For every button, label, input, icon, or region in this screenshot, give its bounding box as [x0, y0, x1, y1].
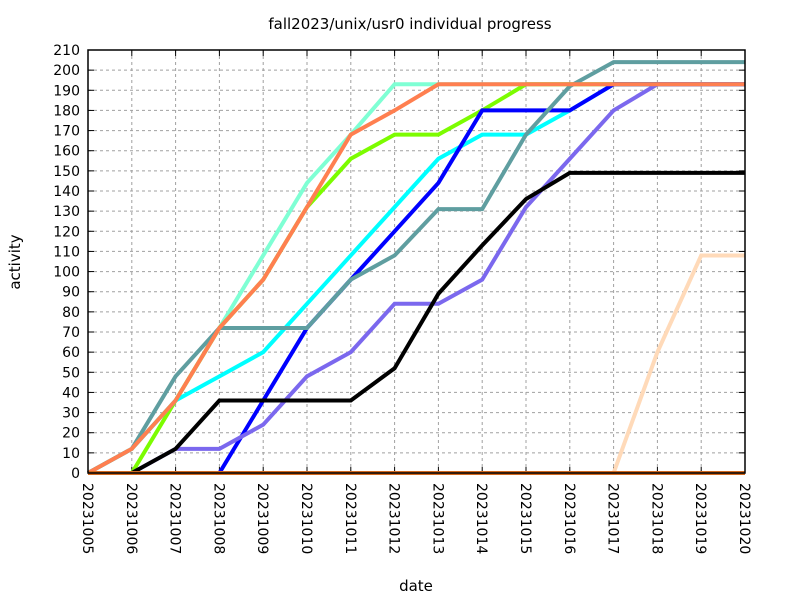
y-tick-label: 40 — [62, 385, 80, 401]
y-tick-label: 190 — [53, 83, 80, 99]
series-line-6 — [88, 170, 745, 475]
series-line-4 — [87, 60, 745, 475]
y-tick-label: 170 — [53, 124, 80, 140]
y-tick-label: 10 — [62, 446, 80, 462]
x-tick-label: 20231011 — [342, 483, 358, 554]
grid — [88, 50, 745, 473]
x-tick-label: 20231018 — [648, 483, 664, 554]
x-tick-label: 20231015 — [517, 483, 533, 554]
series-line-3 — [88, 82, 745, 475]
series-line-5 — [88, 82, 745, 475]
y-tick-label: 120 — [53, 224, 80, 240]
y-tick-label: 200 — [53, 63, 80, 79]
y-tick-label: 160 — [53, 144, 80, 160]
x-tick-label: 20231017 — [605, 483, 621, 554]
x-tick-label: 20231020 — [736, 483, 752, 554]
x-tick-label: 20231019 — [692, 483, 708, 554]
y-tick-label: 50 — [62, 365, 80, 381]
y-tick-label: 210 — [53, 43, 80, 59]
y-tick-label: 60 — [62, 345, 80, 361]
x-tick-label: 20231008 — [210, 483, 226, 554]
x-tick-label: 20231013 — [429, 483, 445, 554]
y-tick-label: 130 — [53, 204, 80, 220]
chart-title: fall2023/unix/usr0 individual progress — [268, 15, 551, 33]
y-tick-label: 80 — [62, 305, 80, 321]
y-tick-label: 150 — [53, 164, 80, 180]
y-tick-label: 140 — [53, 184, 80, 200]
plot-frame — [87, 49, 746, 474]
x-axis-label: date — [399, 577, 433, 595]
series-line-1 — [88, 82, 745, 475]
y-tick-label: 30 — [62, 406, 80, 422]
series-line-2 — [87, 82, 745, 475]
axis-ticks: 0 10 20 30 40 50 60 70 80 90 100 110 120 130 140 150 160… — [53, 43, 752, 554]
y-axis-label: activity — [6, 234, 24, 289]
y-tick-label: 100 — [53, 265, 80, 281]
x-tick-label: 20231007 — [167, 483, 183, 554]
y-tick-label: 0 — [71, 466, 80, 482]
x-tick-label: 20231016 — [561, 483, 577, 554]
series-line-8 — [87, 82, 745, 475]
y-tick-label: 70 — [62, 325, 80, 341]
series-line-0 — [87, 82, 745, 475]
x-tick-label: 20231014 — [473, 483, 489, 554]
y-tick-label: 20 — [62, 426, 80, 442]
x-tick-label: 20231012 — [386, 483, 402, 554]
x-tick-label: 20231005 — [79, 483, 95, 554]
y-tick-label: 90 — [62, 285, 80, 301]
x-tick-label: 20231009 — [254, 483, 270, 554]
series-lines — [87, 60, 745, 475]
x-tick-label: 20231010 — [298, 483, 314, 554]
y-tick-label: 180 — [53, 103, 80, 119]
x-tick-label: 20231006 — [123, 483, 139, 554]
y-tick-label: 110 — [53, 244, 80, 260]
